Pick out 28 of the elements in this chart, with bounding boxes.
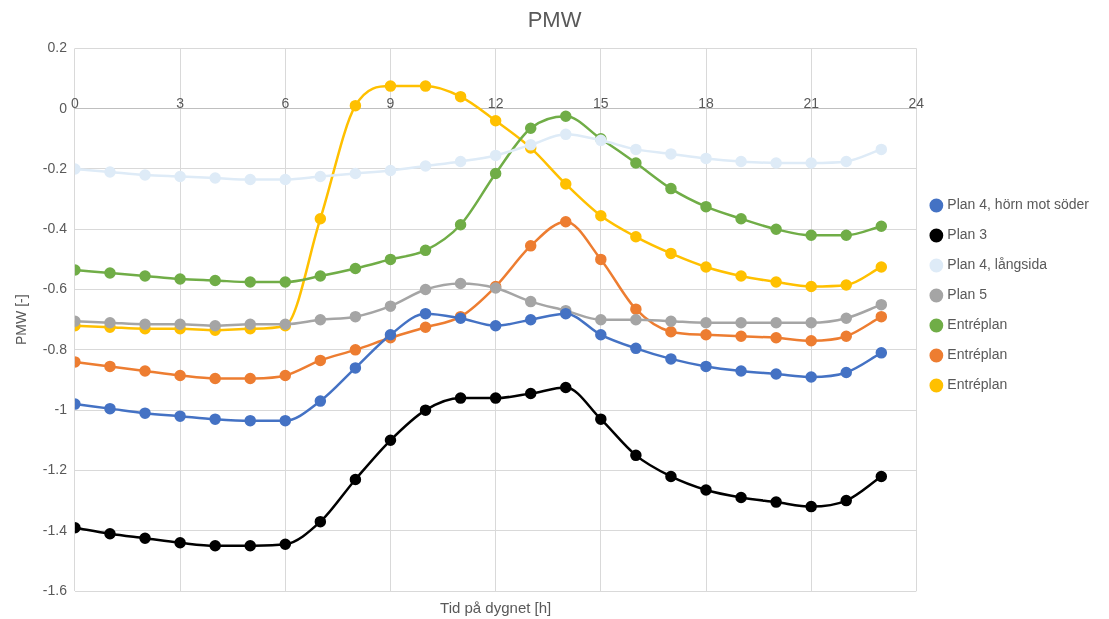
x-tick-label: 3: [176, 95, 185, 112]
y-tick-label: -1.2: [42, 461, 68, 478]
chart-title: PMW: [527, 7, 582, 33]
y-tick-label: 0.2: [47, 39, 68, 56]
x-tick-label: 24: [908, 95, 925, 112]
y-tick-label: -0.6: [42, 280, 68, 297]
legend-label: Plan 4, långsida: [947, 256, 1048, 273]
y-tick-label: -0.2: [42, 159, 68, 176]
legend-label: Entréplan: [947, 346, 1008, 363]
x-axis-title: Tid på dygnet [h]: [440, 599, 552, 617]
y-tick-label: -1.6: [42, 581, 68, 598]
x-tick-label: 12: [487, 95, 504, 112]
legend-label: Entréplan: [947, 376, 1008, 393]
legend-label: Entréplan: [947, 316, 1008, 333]
legend-label: Plan 5: [947, 286, 988, 303]
x-tick-label: 21: [803, 95, 820, 112]
x-tick-label: 0: [71, 95, 80, 112]
y-axis-title: PMW [-]: [13, 294, 30, 345]
x-tick-label: 6: [281, 95, 290, 112]
y-tick-label: -0.8: [42, 340, 68, 357]
x-tick-label: 9: [386, 95, 395, 112]
legend-label: Plan 3: [947, 226, 988, 243]
y-tick-label: -1: [54, 400, 68, 417]
y-tick-label: -0.4: [42, 220, 68, 237]
x-tick-label: 15: [593, 95, 609, 112]
x-tick-label: 18: [698, 95, 714, 112]
legend-label: Plan 4, hörn mot söder: [947, 196, 1090, 213]
y-tick-label: -1.4: [42, 521, 68, 538]
